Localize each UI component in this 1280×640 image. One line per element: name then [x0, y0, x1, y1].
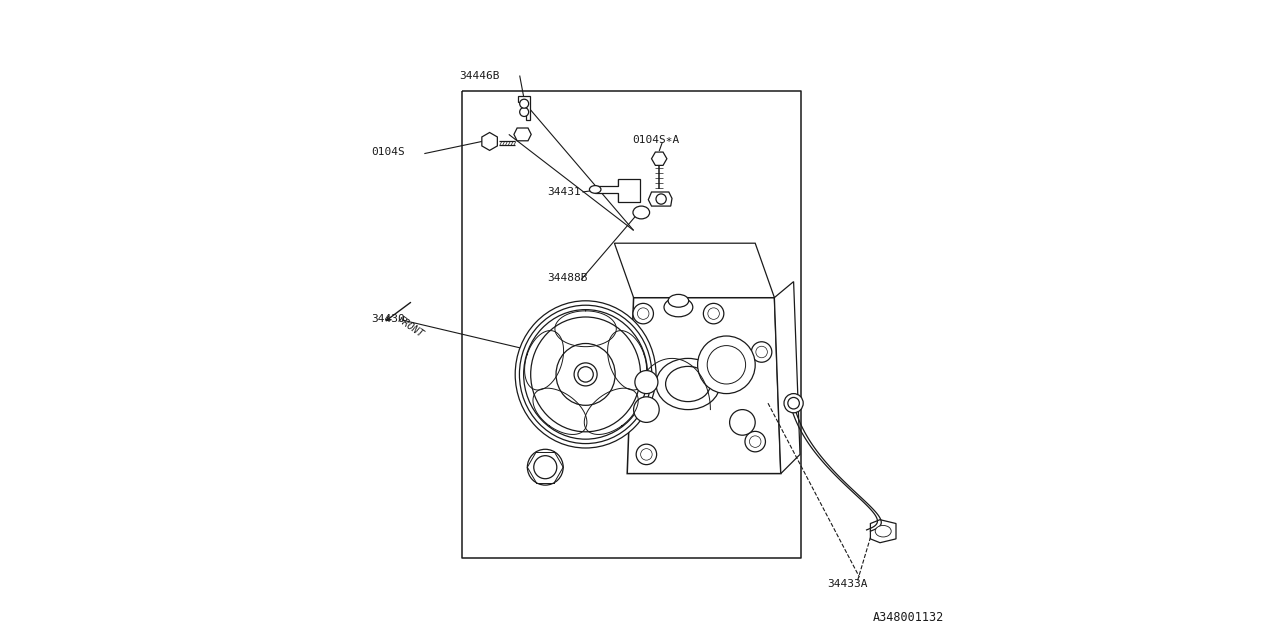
Circle shape: [635, 371, 658, 394]
Polygon shape: [648, 192, 672, 206]
Text: A348001132: A348001132: [873, 611, 945, 624]
Ellipse shape: [524, 310, 648, 439]
Text: FRONT: FRONT: [396, 315, 425, 340]
Circle shape: [657, 194, 667, 204]
Text: 34430: 34430: [371, 314, 404, 324]
Ellipse shape: [657, 358, 719, 410]
Polygon shape: [595, 179, 640, 202]
Polygon shape: [627, 298, 781, 474]
Polygon shape: [774, 282, 800, 474]
Polygon shape: [481, 132, 498, 150]
Ellipse shape: [576, 364, 595, 385]
Ellipse shape: [531, 317, 640, 432]
Circle shape: [534, 456, 557, 479]
Ellipse shape: [664, 298, 692, 317]
Circle shape: [788, 397, 800, 409]
Circle shape: [698, 336, 755, 394]
Text: 0104S: 0104S: [371, 147, 404, 157]
Ellipse shape: [876, 525, 891, 537]
Circle shape: [708, 308, 719, 319]
Circle shape: [704, 303, 724, 324]
Circle shape: [579, 367, 593, 382]
Text: 34488B: 34488B: [548, 273, 588, 284]
Circle shape: [745, 431, 765, 452]
Polygon shape: [614, 243, 774, 298]
Text: 0104S∗A: 0104S∗A: [632, 134, 680, 145]
Ellipse shape: [666, 366, 710, 402]
Circle shape: [750, 436, 760, 447]
Circle shape: [527, 449, 563, 485]
Circle shape: [520, 108, 529, 116]
Ellipse shape: [668, 294, 689, 307]
Ellipse shape: [556, 344, 616, 405]
Polygon shape: [870, 520, 896, 543]
Circle shape: [783, 394, 804, 413]
Circle shape: [641, 449, 652, 460]
Circle shape: [707, 346, 745, 384]
Polygon shape: [513, 128, 531, 141]
Circle shape: [573, 363, 596, 386]
Circle shape: [634, 303, 654, 324]
Ellipse shape: [515, 301, 655, 448]
Circle shape: [520, 99, 529, 108]
Ellipse shape: [520, 305, 652, 444]
Circle shape: [636, 444, 657, 465]
Circle shape: [634, 397, 659, 422]
Circle shape: [730, 410, 755, 435]
Text: 34446B: 34446B: [460, 70, 500, 81]
Circle shape: [751, 342, 772, 362]
Circle shape: [755, 346, 767, 358]
Polygon shape: [518, 96, 530, 120]
Ellipse shape: [632, 206, 650, 219]
Text: 34431: 34431: [548, 187, 581, 197]
Polygon shape: [652, 152, 667, 165]
Text: 34433A: 34433A: [827, 579, 868, 589]
Ellipse shape: [590, 186, 602, 193]
Circle shape: [637, 308, 649, 319]
